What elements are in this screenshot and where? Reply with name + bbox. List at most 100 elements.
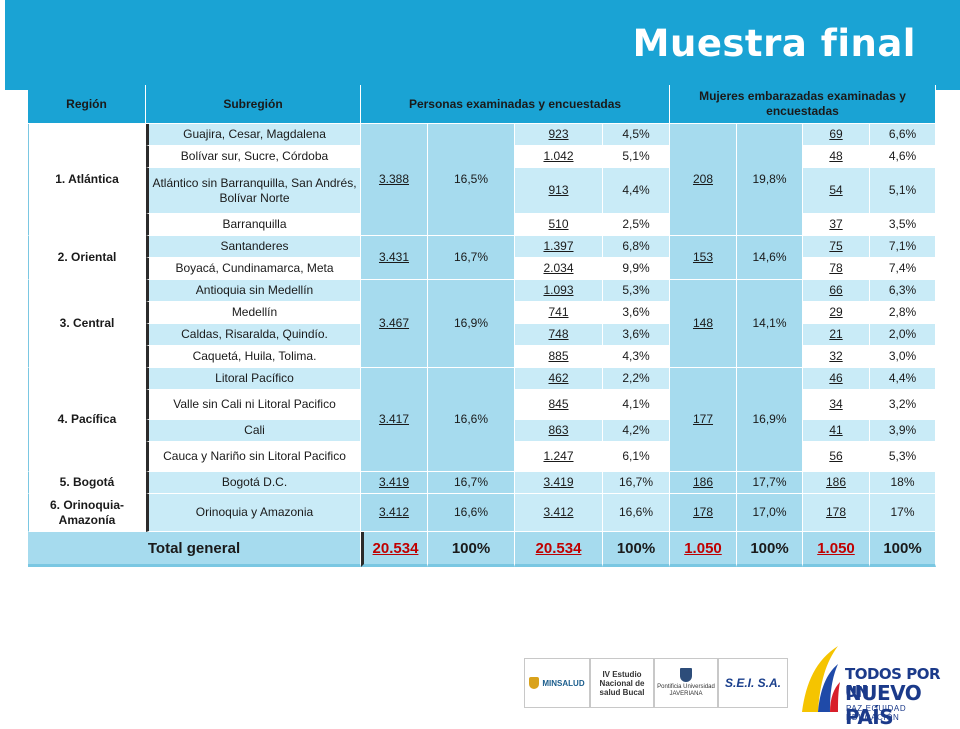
region-total-cell: 3.467: [361, 280, 428, 368]
region-cell: 4. Pacífica: [28, 368, 146, 472]
subregion-pct-cell: 4,3%: [603, 346, 670, 368]
javeriana-logo: Pontificia Universidad JAVERIANA: [654, 658, 718, 708]
subregion-pct-cell: 3,6%: [603, 324, 670, 346]
total-pregnant-cell: 1.050: [670, 532, 737, 567]
region-pct-cell: 16,7%: [428, 236, 515, 280]
total-pct-cell: 100%: [428, 532, 515, 567]
pregnant-sub-pct-cell: 5,3%: [870, 442, 937, 472]
subregion-cell: Caldas, Risaralda, Quindío.: [146, 324, 361, 346]
subregion-cell: Orinoquia y Amazonia: [146, 494, 361, 532]
table-row: 5. Bogotá Bogotá D.C. 3.419 16,7% 3.419 16,7%…: [28, 472, 937, 494]
region-cell: 5. Bogotá: [28, 472, 146, 494]
subregion-count-cell: 510: [515, 214, 603, 236]
subregion-pct-cell: 9,9%: [603, 258, 670, 280]
subregion-cell: Bogotá D.C.: [146, 472, 361, 494]
subregion-cell: Litoral Pacífico: [146, 368, 361, 390]
header-personas: Personas examinadas y encuestadas: [361, 85, 670, 124]
pregnant-count-cell: 66: [803, 280, 870, 302]
subregion-count-cell: 1.397: [515, 236, 603, 258]
estudio-logo: IV Estudio Nacional de salud Bucal: [590, 658, 654, 708]
pregnant-sub-pct-cell: 3,0%: [870, 346, 937, 368]
region-total-cell: 3.417: [361, 368, 428, 472]
total-sub-pct-cell: 100%: [603, 532, 670, 567]
subregion-cell: Boyacá, Cundinamarca, Meta: [146, 258, 361, 280]
table-row: 1. Atlántica Guajira, Cesar, Magdalena 3.3…: [28, 124, 937, 236]
table-row: Atlántico sin Barranquilla, San Andrés, …: [28, 168, 937, 214]
pregnant-total-cell: 148: [670, 280, 737, 368]
subregion-pct-cell: 4,1%: [603, 390, 670, 420]
subregion-pct-cell: 2,2%: [603, 368, 670, 390]
subregion-cell: Cauca y Nariño sin Litoral Pacifico: [146, 442, 361, 472]
subregion-pct-cell: 4,4%: [603, 168, 670, 214]
pregnant-sub-pct-cell: 6,6%: [870, 124, 937, 146]
minsalud-label: MINSALUD: [542, 678, 585, 688]
pregnant-sub-pct-cell: 4,4%: [870, 368, 937, 390]
pregnant-count-cell: 78: [803, 258, 870, 280]
table-row: Caldas, Risaralda, Quindío. 748 3,6% 21 2,0%: [28, 324, 937, 346]
pregnant-sub-pct-cell: 18%: [870, 472, 937, 494]
subregion-pct-cell: 6,1%: [603, 442, 670, 472]
total-row: Total general 20.534 100% 20.534 100% 1.050 10…: [28, 532, 937, 567]
subregion-cell: Medellín: [146, 302, 361, 324]
shield-icon: [680, 668, 692, 682]
pregnant-sub-pct-cell: 17%: [870, 494, 937, 532]
pregnant-count-cell: 34: [803, 390, 870, 420]
minsalud-logo: MINSALUD: [524, 658, 590, 708]
pregnant-pct-cell: 17,7%: [737, 472, 803, 494]
table-row: Bolívar sur, Sucre, Córdoba 1.042 5,1% 48 4,…: [28, 146, 937, 168]
table-row: Barranquilla 510 2,5% 37 3,5%: [28, 214, 937, 236]
table-row: Cali 863 4,2% 41 3,9%: [28, 420, 937, 442]
table-row: Boyacá, Cundinamarca, Meta 2.034 9,9% 78 7,4…: [28, 258, 937, 280]
pregnant-count-cell: 37: [803, 214, 870, 236]
total-pregnant-pct-cell: 100%: [737, 532, 803, 567]
table-row: Medellín 741 3,6% 29 2,8%: [28, 302, 937, 324]
pregnant-total-cell: 178: [670, 494, 737, 532]
subregion-count-cell: 3.412: [515, 494, 603, 532]
subregion-count-cell: 845: [515, 390, 603, 420]
brand-line-3: PAZ EQUIDAD EDUCACIÓN: [846, 704, 907, 722]
subregion-count-cell: 2.034: [515, 258, 603, 280]
pregnant-count-cell: 29: [803, 302, 870, 324]
header-mujeres: Mujeres embarazadas examinadas y encuest…: [670, 85, 937, 124]
pregnant-total-cell: 186: [670, 472, 737, 494]
subregion-pct-cell: 5,3%: [603, 280, 670, 302]
pregnant-sub-pct-cell: 3,5%: [870, 214, 937, 236]
pregnant-sub-pct-cell: 7,4%: [870, 258, 937, 280]
pregnant-pct-cell: 16,9%: [737, 368, 803, 472]
pregnant-count-cell: 75: [803, 236, 870, 258]
subregion-cell: Cali: [146, 420, 361, 442]
region-total-cell: 3.431: [361, 236, 428, 280]
pregnant-pct-cell: 14,6%: [737, 236, 803, 280]
pregnant-sub-pct-cell: 5,1%: [870, 168, 937, 214]
region-pct-cell: 16,7%: [428, 472, 515, 494]
table-row: 4. Pacífica Litoral Pacífico 3.417 16,6% 462…: [28, 368, 937, 472]
sample-table: Región Subregión Personas examinadas y e…: [28, 85, 937, 567]
subregion-count-cell: 885: [515, 346, 603, 368]
subregion-pct-cell: 16,7%: [603, 472, 670, 494]
subregion-pct-cell: 16,6%: [603, 494, 670, 532]
subregion-count-cell: 1.247: [515, 442, 603, 472]
pregnant-count-cell: 178: [803, 494, 870, 532]
sei-logo: S.E.I. S.A.: [718, 658, 788, 708]
region-pct-cell: 16,6%: [428, 494, 515, 532]
pregnant-sub-pct-cell: 7,1%: [870, 236, 937, 258]
title-banner: [5, 0, 960, 90]
pregnant-count-cell: 56: [803, 442, 870, 472]
subregion-pct-cell: 6,8%: [603, 236, 670, 258]
subregion-cell: Santanderes: [146, 236, 361, 258]
header-row: Región Subregión Personas examinadas y e…: [28, 85, 937, 124]
header-region: Región: [28, 85, 146, 124]
pregnant-pct-cell: 19,8%: [737, 124, 803, 236]
total-count-cell: 20.534: [361, 532, 428, 567]
table-row: 3. Central Antioquia sin Medellín 3.467 16,…: [28, 280, 937, 368]
subregion-pct-cell: 4,2%: [603, 420, 670, 442]
pregnant-count-cell: 46: [803, 368, 870, 390]
region-cell: 2. Oriental: [28, 236, 146, 280]
pregnant-pct-cell: 14,1%: [737, 280, 803, 368]
subregion-pct-cell: 2,5%: [603, 214, 670, 236]
estudio-label: IV Estudio Nacional de salud Bucal: [599, 669, 645, 697]
pregnant-total-cell: 153: [670, 236, 737, 280]
pregnant-total-cell: 208: [670, 124, 737, 236]
subregion-count-cell: 923: [515, 124, 603, 146]
javeriana-label: Pontificia Universidad JAVERIANA: [657, 684, 715, 697]
